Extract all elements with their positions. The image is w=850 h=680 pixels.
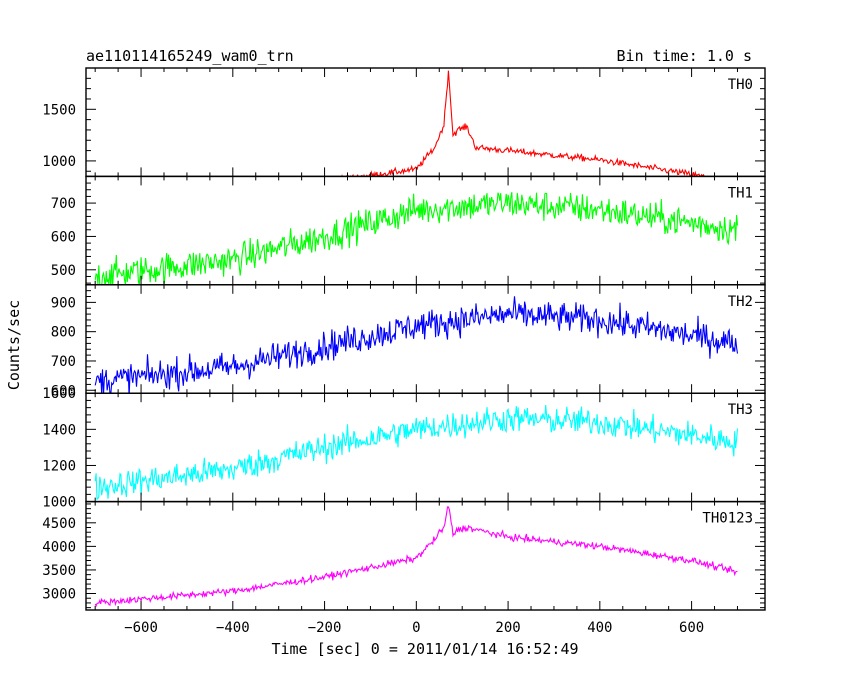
x-tick-label: −400 [216,620,250,636]
y-tick-label: 3500 [42,563,76,579]
x-tick-label: 0 [412,620,420,636]
panel-frame [85,175,766,286]
panel-th2: 600 700 800 900 TH2 [51,284,766,399]
y-tick-label: 1500 [42,102,76,118]
x-tick-label: 600 [679,620,704,636]
y-tick-label: 1400 [42,422,76,438]
panel-frame [85,67,766,178]
y-tick-label: 900 [51,295,76,311]
panel-th3: 1000 1200 1400 1600 TH3 [42,386,766,511]
chart-subtitle: Bin time: 1.0 s [617,47,752,65]
panel-label-th1: TH1 [728,185,753,201]
panel-label-th0: TH0 [728,77,753,93]
series-line-th3 [94,404,739,501]
panel-th0: 1000 1500 TH0 [42,67,766,178]
series-line-th1 [94,192,739,285]
y-tick-label: 700 [51,196,76,212]
series-line-th2 [94,296,739,394]
y-tick-label: 4000 [42,539,76,555]
y-axis-label: Counts/sec [5,300,23,390]
panel-th1: 500 600 700 TH1 [51,175,766,286]
chart-title: ae110114165249_wam0_trn [86,47,294,65]
y-tick-label: 600 [51,229,76,245]
panel-label-th2: TH2 [728,294,753,310]
y-tick-label: 500 [51,263,76,279]
x-axis-tick-labels: −600 −400 −200 0 200 400 600 [124,620,704,636]
y-tick-label: 600 [51,383,76,399]
x-tick-label: 400 [587,620,612,636]
series-line-th0123 [94,506,738,608]
y-tick-label: 1000 [42,154,76,170]
y-tick-label: 700 [51,354,76,370]
y-tick-label: 1600 [42,386,76,402]
y-tick-label: 3000 [42,587,76,603]
panel-label-th3: TH3 [728,402,753,418]
y-tick-label: 1000 [42,495,76,511]
panel-th0123: 3000 3500 4000 4500 TH0123 [42,500,766,611]
panel-label-th0123: TH0123 [702,511,753,527]
x-tick-label: −600 [124,620,158,636]
y-tick-label: 800 [51,325,76,341]
y-tick-label: 1200 [42,458,76,474]
x-axis-label: Time [sec] 0 = 2011/01/14 16:52:49 [271,640,578,658]
panels-group: 1000 1500 TH0 500 600 700 TH1 600 700 800 900 TH2 10… [42,67,766,611]
x-tick-label: −200 [308,620,342,636]
y-tick-label: 4500 [42,516,76,532]
x-tick-label: 200 [495,620,520,636]
panel-frame [85,392,766,503]
